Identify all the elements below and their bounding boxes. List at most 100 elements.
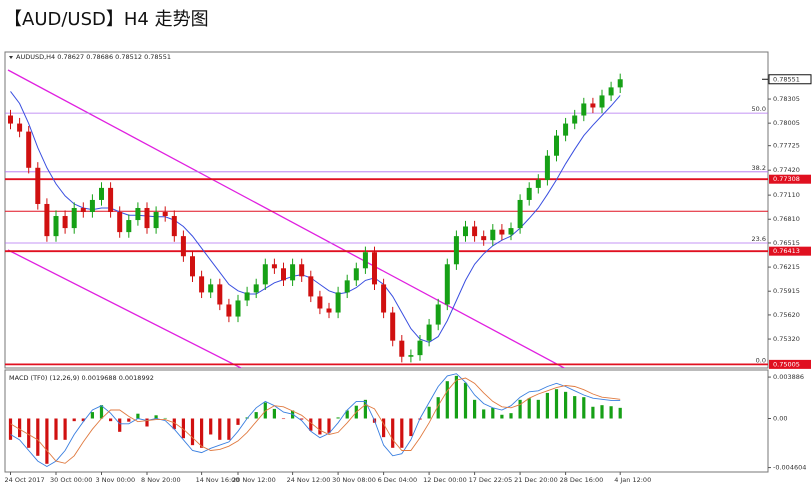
candle-body <box>599 95 605 108</box>
candle-body <box>417 340 423 356</box>
macd-bar <box>154 415 158 419</box>
candle-body <box>89 199 95 213</box>
candle-body <box>554 135 559 156</box>
candle-body <box>208 284 214 293</box>
macd-bar <box>45 418 49 464</box>
candle-body <box>290 264 296 281</box>
candle-body <box>8 115 13 124</box>
candle-body <box>372 252 377 285</box>
candle-body <box>517 199 523 229</box>
candle-body <box>499 229 505 235</box>
x-tick-label: 4 Jan 12:00 <box>614 476 651 484</box>
y-tick-label: 0.77110 <box>773 191 800 199</box>
candle-body <box>99 187 104 200</box>
candle-body <box>62 216 68 229</box>
level-box <box>769 174 811 184</box>
y-tick-label: 0.77725 <box>773 142 800 150</box>
channel-upper <box>7 69 566 368</box>
main-panel <box>4 51 769 369</box>
macd-bar <box>18 418 22 438</box>
macd-bar <box>227 418 231 440</box>
x-tick-label: 28 Dec 16:00 <box>560 476 604 484</box>
candle-body <box>53 216 59 237</box>
level-box <box>769 246 811 256</box>
candle-body <box>153 212 159 229</box>
macd-bar <box>272 408 276 419</box>
macd-bar <box>109 418 113 422</box>
candle-body <box>444 264 450 305</box>
x-tick-label: 30 Oct 00:00 <box>50 476 92 484</box>
candle-body <box>535 179 541 188</box>
candle-body <box>362 252 368 269</box>
level-label: 0.77308 <box>773 175 800 183</box>
x-tick-label: 24 Nov 12:00 <box>287 476 331 484</box>
candle-body <box>344 280 350 293</box>
y-tick-label: 0.76515 <box>773 239 800 247</box>
macd-bar <box>54 418 58 440</box>
x-tick-label: 14 Nov 16:00 <box>196 476 240 484</box>
candle-body <box>335 292 341 313</box>
macd-bar <box>500 414 504 419</box>
x-tick-label: 20 Nov 12:00 <box>232 476 276 484</box>
y-tick-label: 0.75320 <box>773 335 800 343</box>
macd-bar <box>554 389 559 419</box>
candle-body <box>481 236 487 241</box>
macd-bar <box>163 417 167 419</box>
current-price-label: 0.78551 <box>773 75 800 83</box>
macd-bar <box>391 418 395 448</box>
fib-label: 38.2 <box>752 164 766 172</box>
y-tick-label: -0.004604 <box>773 464 806 472</box>
macd-bar <box>8 418 13 440</box>
candle-body <box>426 324 432 341</box>
y-tick-label: 0.77420 <box>773 166 800 174</box>
y-tick-label: 0.76810 <box>773 215 800 223</box>
candle-body <box>235 300 241 317</box>
candle-body <box>80 207 86 213</box>
macd-bar <box>236 418 240 425</box>
header-marker <box>9 56 13 59</box>
candle-body <box>490 229 496 241</box>
signal-line <box>10 377 621 464</box>
candle-body <box>271 264 277 269</box>
x-tick-label: 8 Nov 20:00 <box>141 476 181 484</box>
macd-bar <box>318 418 322 435</box>
candle-body <box>217 284 223 305</box>
x-tick-label: 3 Nov 00:00 <box>96 476 136 484</box>
candle-body <box>435 304 441 325</box>
macd-bar <box>436 397 440 419</box>
macd-bar <box>445 381 449 419</box>
x-tick-label: 30 Nov 08:00 <box>332 476 376 484</box>
x-tick-label: 24 Oct 2017 <box>5 476 45 484</box>
macd-bar <box>618 407 622 419</box>
y-tick-label: 0.76215 <box>773 263 800 271</box>
macd-header: MACD (TF0) (12,26,9) 0.0019688 0.0018992 <box>9 374 154 382</box>
candle-body <box>199 276 205 293</box>
y-tick-label: 0.75915 <box>773 287 800 295</box>
macd-bar <box>609 406 613 419</box>
macd-bar <box>136 413 140 419</box>
macd-bar <box>200 418 204 448</box>
candle-body <box>390 312 396 341</box>
candle-body <box>381 284 387 313</box>
macd-bar <box>90 412 94 419</box>
macd-bar <box>190 418 195 446</box>
candle-body <box>463 226 468 237</box>
candle-body <box>326 308 332 313</box>
macd-bar <box>482 409 486 419</box>
candle-body <box>317 296 323 309</box>
candle-body <box>472 226 478 237</box>
macd-bar <box>409 418 413 437</box>
candle-body <box>299 264 305 277</box>
candle-body <box>171 216 177 237</box>
macd-bar <box>336 417 340 419</box>
candle-body <box>572 115 578 124</box>
macd-bar <box>518 399 522 419</box>
macd-bar <box>300 418 304 420</box>
candle-body <box>108 187 114 213</box>
candle-body <box>44 203 50 237</box>
candle-body <box>244 292 250 301</box>
y-tick-label: 0.75620 <box>773 311 800 319</box>
candle-body <box>590 103 596 108</box>
candle-body <box>526 187 532 200</box>
